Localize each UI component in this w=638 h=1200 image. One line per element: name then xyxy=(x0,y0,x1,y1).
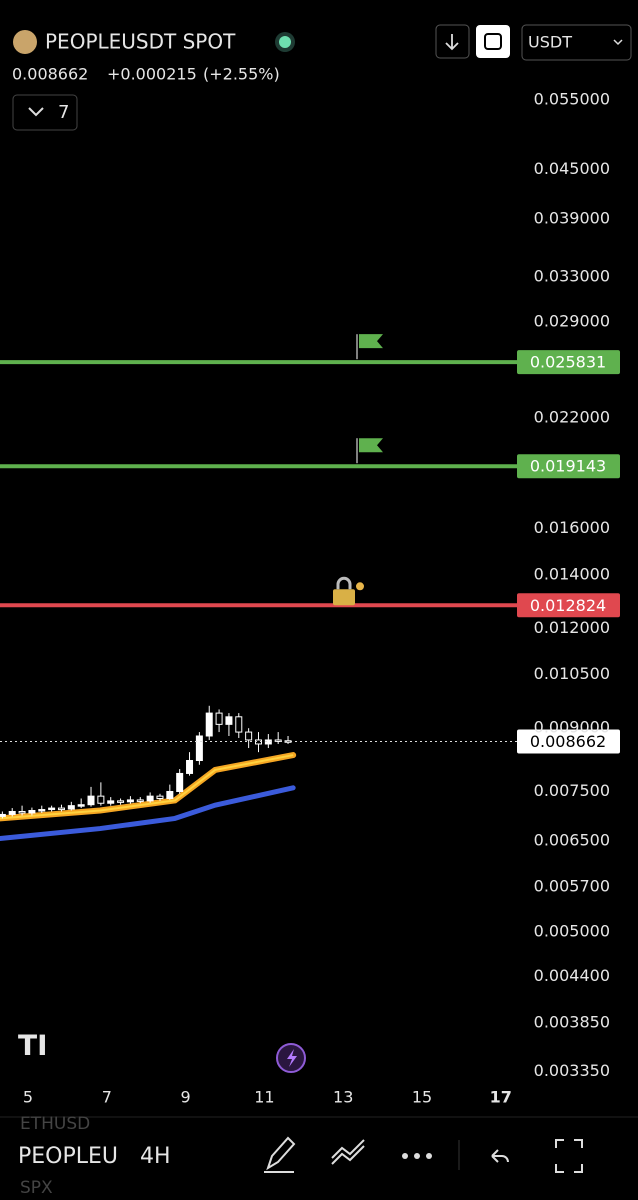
candle-body xyxy=(205,712,213,737)
currency-select[interactable] xyxy=(521,24,632,61)
download-button[interactable] xyxy=(435,24,470,59)
candle-body xyxy=(245,731,253,741)
candle-body xyxy=(18,810,26,814)
candle-body xyxy=(38,809,46,812)
y-tick-label: 0.003350 xyxy=(534,1061,610,1080)
swap-button[interactable] xyxy=(476,25,510,58)
lock-body xyxy=(333,589,355,606)
symbol[interactable]: PEOPLEUSDT SPOT xyxy=(45,30,236,54)
flag xyxy=(359,438,383,453)
moving-average xyxy=(0,785,296,841)
footer-symbol[interactable]: PEOPLEU xyxy=(18,1144,118,1169)
candle-body xyxy=(146,795,154,802)
candle-body xyxy=(186,760,194,774)
y-tick-label: 0.005000 xyxy=(534,922,610,941)
y-tick-label: 0.007500 xyxy=(534,781,610,800)
candle-body xyxy=(195,735,203,762)
y-tick-label: 0.004400 xyxy=(534,966,610,985)
indicators-toggle[interactable] xyxy=(12,94,78,131)
y-tick-label: 0.016000 xyxy=(534,518,610,537)
key xyxy=(356,582,364,591)
y-tick-label: 0.022000 xyxy=(534,407,610,426)
lightning-icon xyxy=(287,1049,297,1067)
candle-body xyxy=(126,799,134,803)
compare-symbol[interactable]: ETHUSD xyxy=(20,1114,90,1134)
price: 0.008662 xyxy=(12,65,88,84)
candle-body xyxy=(28,810,36,814)
candle-body xyxy=(166,790,174,799)
price-label: 0.019143 xyxy=(530,457,606,476)
y-tick-label: 0.009000 xyxy=(534,718,610,737)
candle-body xyxy=(176,772,184,792)
indicator-count: 7 xyxy=(58,102,69,123)
price-label-box xyxy=(517,350,620,375)
candle-body xyxy=(274,739,282,742)
chevron xyxy=(28,107,44,117)
candle-body xyxy=(156,795,164,799)
y-tick-label: 0.003850 xyxy=(534,1012,610,1031)
candle-body xyxy=(107,800,115,804)
tv-logo: ꓔꓲ xyxy=(18,1029,48,1062)
x-tick-label: 5 xyxy=(23,1088,33,1107)
candle-body xyxy=(8,810,16,815)
price-label: 0.012824 xyxy=(530,596,606,615)
candle-body xyxy=(87,795,95,806)
candle-body xyxy=(77,804,85,807)
status-dot xyxy=(279,36,291,48)
y-tick-label: 0.029000 xyxy=(534,312,610,331)
candle-body xyxy=(0,813,6,817)
last-price-label: 0.008662 xyxy=(530,732,606,751)
x-tick-label: 15 xyxy=(412,1088,432,1107)
y-tick-label: 0.033000 xyxy=(534,267,610,286)
y-tick-label: 0.012000 xyxy=(534,618,610,637)
fullscreen-button[interactable] xyxy=(555,1139,583,1173)
download-icon xyxy=(445,34,459,51)
select-chevron xyxy=(613,39,623,46)
change-pct: (+2.55%) xyxy=(203,65,280,84)
candle-body xyxy=(225,716,233,725)
last-price-box xyxy=(517,729,620,754)
symbol-icon xyxy=(13,30,37,54)
draw-tool[interactable] xyxy=(264,1136,296,1173)
y-tick-label: 0.014000 xyxy=(534,564,610,583)
y-tick-label: 0.055000 xyxy=(534,89,610,108)
interval[interactable]: 4H xyxy=(140,1144,171,1169)
x-tick-label: 11 xyxy=(254,1088,274,1107)
moving-average-fast xyxy=(0,754,294,820)
y-tick-label: 0.005700 xyxy=(534,876,610,895)
change: +0.000215 xyxy=(107,65,197,84)
candle-body xyxy=(215,712,223,725)
candle-body xyxy=(235,716,243,733)
candle-body xyxy=(48,807,56,811)
candle-body xyxy=(97,795,105,804)
price-label-box xyxy=(517,454,620,479)
more-button[interactable] xyxy=(402,1153,432,1159)
y-tick-label: 0.045000 xyxy=(534,159,610,178)
undo-button[interactable] xyxy=(491,1149,509,1163)
currency: USDT xyxy=(528,33,572,52)
compare-symbol[interactable]: SPX xyxy=(20,1178,53,1198)
x-tick-label: 13 xyxy=(333,1088,353,1107)
candle-body xyxy=(67,805,75,810)
lock-shackle xyxy=(336,576,352,590)
plot: 0.025831 0.019143 0.012824 0.008662 xyxy=(0,334,620,841)
candle-body xyxy=(136,799,144,802)
y-tick-label: 0.010500 xyxy=(534,664,610,683)
candle-body xyxy=(117,800,125,803)
y-tick-label: 0.006500 xyxy=(534,831,610,850)
indicator-tool[interactable] xyxy=(331,1139,365,1165)
price-label-box xyxy=(517,593,620,618)
y-tick-label: 0.039000 xyxy=(534,209,610,228)
flag xyxy=(359,334,383,349)
swap-icon xyxy=(484,33,502,50)
x-tick-label: 9 xyxy=(180,1088,190,1107)
x-tick-label: 7 xyxy=(102,1088,112,1107)
price-label: 0.025831 xyxy=(530,353,606,372)
x-tick-label: 17 xyxy=(490,1088,512,1107)
candle-body xyxy=(57,807,65,811)
